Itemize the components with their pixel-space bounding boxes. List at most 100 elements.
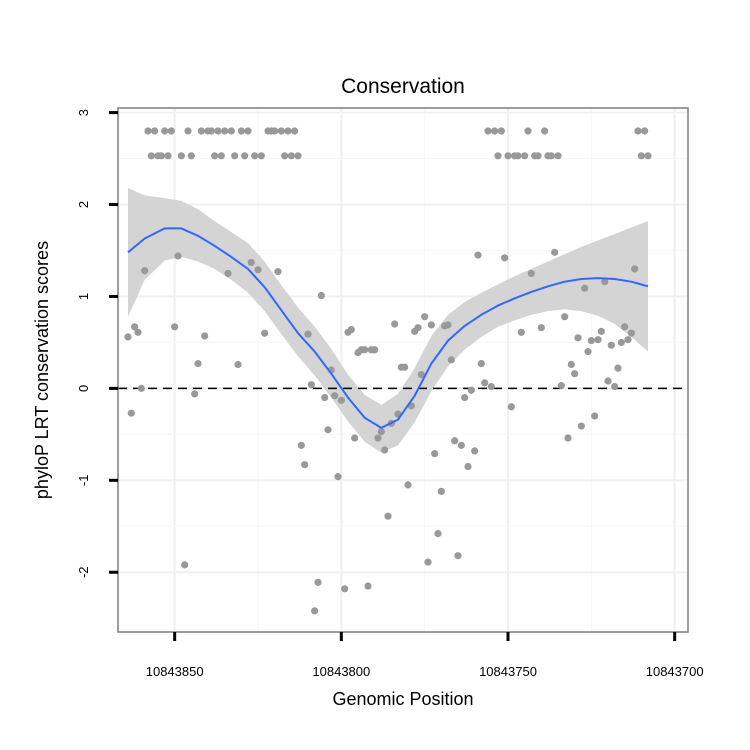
- data-point: [334, 473, 342, 481]
- data-point: [554, 152, 562, 160]
- data-point: [447, 356, 455, 364]
- data-point: [424, 558, 432, 566]
- data-point: [624, 336, 632, 344]
- smooth-fit-line: [127, 227, 649, 429]
- data-point: [374, 434, 382, 442]
- data-point: [594, 336, 602, 344]
- data-point: [164, 152, 172, 160]
- data-point: [124, 333, 132, 341]
- y-tick-label: 2: [76, 201, 91, 208]
- data-point: [307, 381, 315, 389]
- data-point: [467, 386, 475, 394]
- data-point: [241, 152, 249, 160]
- data-point: [197, 127, 205, 135]
- data-point: [287, 152, 295, 160]
- data-point: [291, 127, 299, 135]
- data-point: [627, 329, 635, 337]
- data-point: [277, 127, 285, 135]
- data-point: [641, 127, 649, 135]
- data-point: [421, 313, 429, 321]
- data-point: [611, 382, 619, 391]
- data-point: [227, 127, 235, 135]
- panel-border: [117, 107, 689, 633]
- data-point: [351, 434, 359, 442]
- data-point: [257, 152, 265, 160]
- data-point: [304, 330, 312, 338]
- data-point: [417, 370, 425, 379]
- data-point: [644, 152, 652, 160]
- data-point: [637, 152, 645, 160]
- data-point: [361, 346, 369, 354]
- data-point: [181, 561, 189, 569]
- data-point: [461, 393, 469, 402]
- data-point: [517, 328, 525, 336]
- data-point: [474, 251, 482, 259]
- data-point: [211, 152, 219, 160]
- data-point: [444, 321, 452, 329]
- data-point: [174, 252, 182, 260]
- data-point: [497, 127, 505, 135]
- data-point: [584, 348, 592, 356]
- data-point: [477, 359, 485, 368]
- data-point: [581, 284, 589, 292]
- data-point: [507, 403, 515, 411]
- data-point: [491, 127, 499, 135]
- data-point: [237, 127, 245, 135]
- data-point: [521, 152, 529, 160]
- data-point: [231, 152, 239, 160]
- x-tick-label: 10843800: [312, 664, 370, 679]
- data-point: [141, 267, 149, 275]
- data-point: [217, 152, 225, 160]
- data-point: [207, 127, 215, 135]
- data-point: [591, 412, 599, 420]
- data-point: [294, 152, 302, 160]
- data-point: [391, 320, 399, 328]
- data-point: [567, 360, 575, 369]
- data-point: [401, 363, 409, 371]
- data-point: [564, 434, 572, 442]
- data-point: [297, 441, 305, 449]
- data-point: [537, 324, 545, 332]
- x-tick-label: 10843750: [479, 664, 537, 679]
- fit-line-layer: [127, 227, 649, 429]
- y-tick-label: 0: [76, 385, 91, 392]
- data-point: [504, 152, 512, 160]
- data-point: [254, 266, 262, 274]
- data-point: [614, 364, 622, 372]
- data-point: [464, 462, 472, 471]
- data-point: [437, 487, 445, 495]
- data-point: [191, 390, 199, 398]
- data-point: [601, 278, 609, 286]
- data-point: [321, 393, 329, 402]
- data-point: [514, 152, 522, 160]
- data-point: [551, 248, 559, 256]
- data-point: [324, 426, 332, 434]
- data-point: [451, 437, 459, 445]
- data-point: [494, 152, 502, 160]
- data-point: [471, 447, 479, 455]
- data-point: [274, 268, 282, 276]
- x-tick-label: 10843700: [646, 664, 704, 679]
- data-point: [261, 329, 269, 337]
- data-point: [194, 359, 202, 368]
- data-point: [247, 258, 255, 267]
- data-point: [547, 152, 555, 160]
- x-axis-label: Genomic Position: [332, 689, 473, 709]
- data-point: [634, 127, 642, 135]
- data-point: [484, 127, 492, 135]
- data-point: [151, 127, 159, 135]
- data-point: [631, 265, 639, 273]
- data-point: [534, 152, 542, 160]
- data-point: [347, 325, 355, 334]
- data-point: [331, 392, 339, 400]
- points-layer: [124, 127, 652, 615]
- y-tick-label: 1: [76, 293, 91, 300]
- data-point: [557, 382, 565, 390]
- data-point: [487, 382, 495, 391]
- data-point: [184, 127, 192, 135]
- data-point: [281, 152, 289, 160]
- data-point: [341, 585, 349, 593]
- data-point: [381, 446, 389, 454]
- data-point: [144, 127, 152, 135]
- chart-title: Conservation: [341, 75, 465, 98]
